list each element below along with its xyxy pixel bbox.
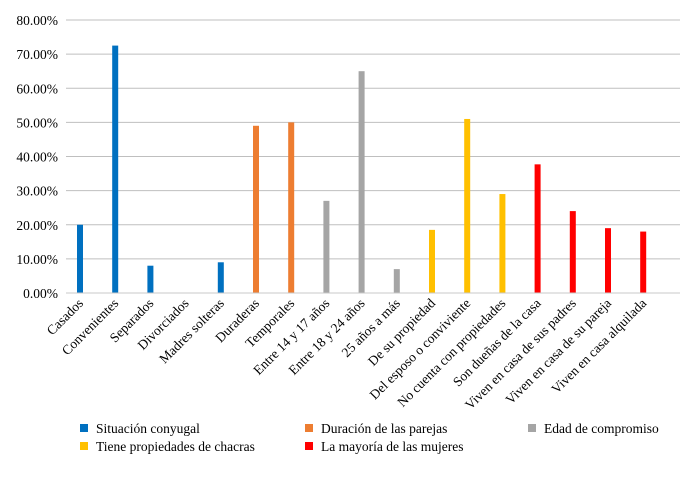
gridlines (66, 19, 680, 260)
legend-label: Tiene propiedades de chacras (96, 439, 255, 454)
y-tick-label: 0.00% (23, 286, 58, 301)
x-axis-category-labels: CasadosConvenientesSeparadosDivorciadosM… (44, 295, 650, 412)
bar-viven-en-casa-de-sus-padres (569, 211, 576, 293)
bar-temporales (288, 122, 295, 293)
bar-del-esposo-o-conviviente (464, 118, 471, 294)
bar-viven-en-casa-de-su-pareja (605, 228, 611, 293)
bar-viven-en-casa-alquilada (640, 231, 647, 293)
legend-item-la-mayoria-de-las-mujeres: La mayoría de las mujeres (305, 439, 463, 455)
legend-label: La mayoría de las mujeres (321, 439, 464, 454)
y-tick-label: 30.00% (16, 184, 58, 199)
legend-item-situacion-conyugal: Situación conyugal (80, 421, 200, 437)
bar-son-dueñas-de-la-casa (534, 164, 541, 293)
bar-casados (77, 224, 83, 293)
bar-no-cuenta-con-propiedades (499, 194, 506, 293)
legend-swatch (305, 424, 313, 432)
bar-25-años-a-más (393, 269, 400, 293)
bar-separados (147, 265, 154, 293)
legend: Situación conyugal Duración de las parej… (80, 421, 680, 481)
bar-madres-solteras (217, 262, 224, 293)
legend-item-edad-de-compromiso: Edad de compromiso (528, 421, 659, 437)
bars (77, 45, 647, 294)
y-tick-label: 50.00% (16, 115, 58, 130)
bar-convenientes (112, 45, 119, 293)
y-tick-label: 10.00% (16, 252, 58, 267)
y-tick-label: 40.00% (16, 150, 58, 165)
legend-item-tiene-propiedades-de-chacras: Tiene propiedades de chacras (80, 439, 255, 455)
y-axis-tick-labels: 0.00% 10.00% 20.00% 30.00% 40.00% 50.00% 60.00… (16, 13, 58, 301)
legend-label: Duración de las parejas (321, 421, 448, 436)
legend-swatch (305, 442, 313, 450)
y-tick-label: 60.00% (16, 81, 58, 96)
legend-label: Edad de compromiso (544, 421, 659, 436)
bar-entre-18-y-24-años (358, 71, 365, 293)
y-tick-label: 70.00% (16, 47, 58, 62)
y-tick-label: 20.00% (16, 218, 58, 233)
bar-duraderas (253, 125, 259, 293)
legend-item-duracion-de-las-parejas: Duración de las parejas (305, 421, 447, 437)
legend-swatch (528, 424, 536, 432)
legend-label: Situación conyugal (96, 421, 200, 436)
bar-entre-14-y-17-años (323, 200, 330, 293)
legend-swatch (80, 442, 88, 450)
y-tick-label: 80.00% (16, 13, 58, 28)
legend-swatch (80, 424, 88, 432)
bar-de-su-propiedad (429, 229, 435, 293)
